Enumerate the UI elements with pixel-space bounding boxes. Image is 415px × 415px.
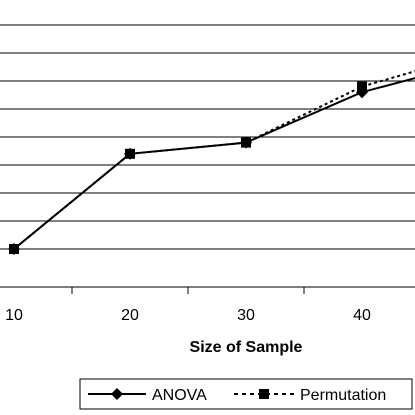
- x-tick-label: 20: [121, 307, 139, 324]
- gridlines: [0, 24, 415, 250]
- legend-label-anova: ANOVA: [152, 387, 207, 404]
- anova-marker: [356, 86, 368, 99]
- x-tick-label: 10: [5, 307, 23, 324]
- x-tick-label: 40: [353, 307, 371, 324]
- x-axis-title: Size of Sample: [190, 339, 303, 356]
- series-layer: [8, 70, 415, 255]
- anova-marker: [124, 147, 136, 160]
- legend-label-permutation: Permutation: [300, 387, 386, 404]
- series-line-permutation: [13, 70, 415, 250]
- x-tick-label: 30: [237, 307, 255, 324]
- legend-marker-permutation: [259, 389, 269, 399]
- anova-marker: [8, 243, 20, 255]
- legend: ANOVA Permutation: [79, 378, 413, 410]
- x-tick-labels: 10 20 30 40: [5, 307, 371, 324]
- anova-marker: [240, 136, 252, 149]
- x-axis: [0, 286, 415, 294]
- legend-marker-anova: [111, 388, 123, 400]
